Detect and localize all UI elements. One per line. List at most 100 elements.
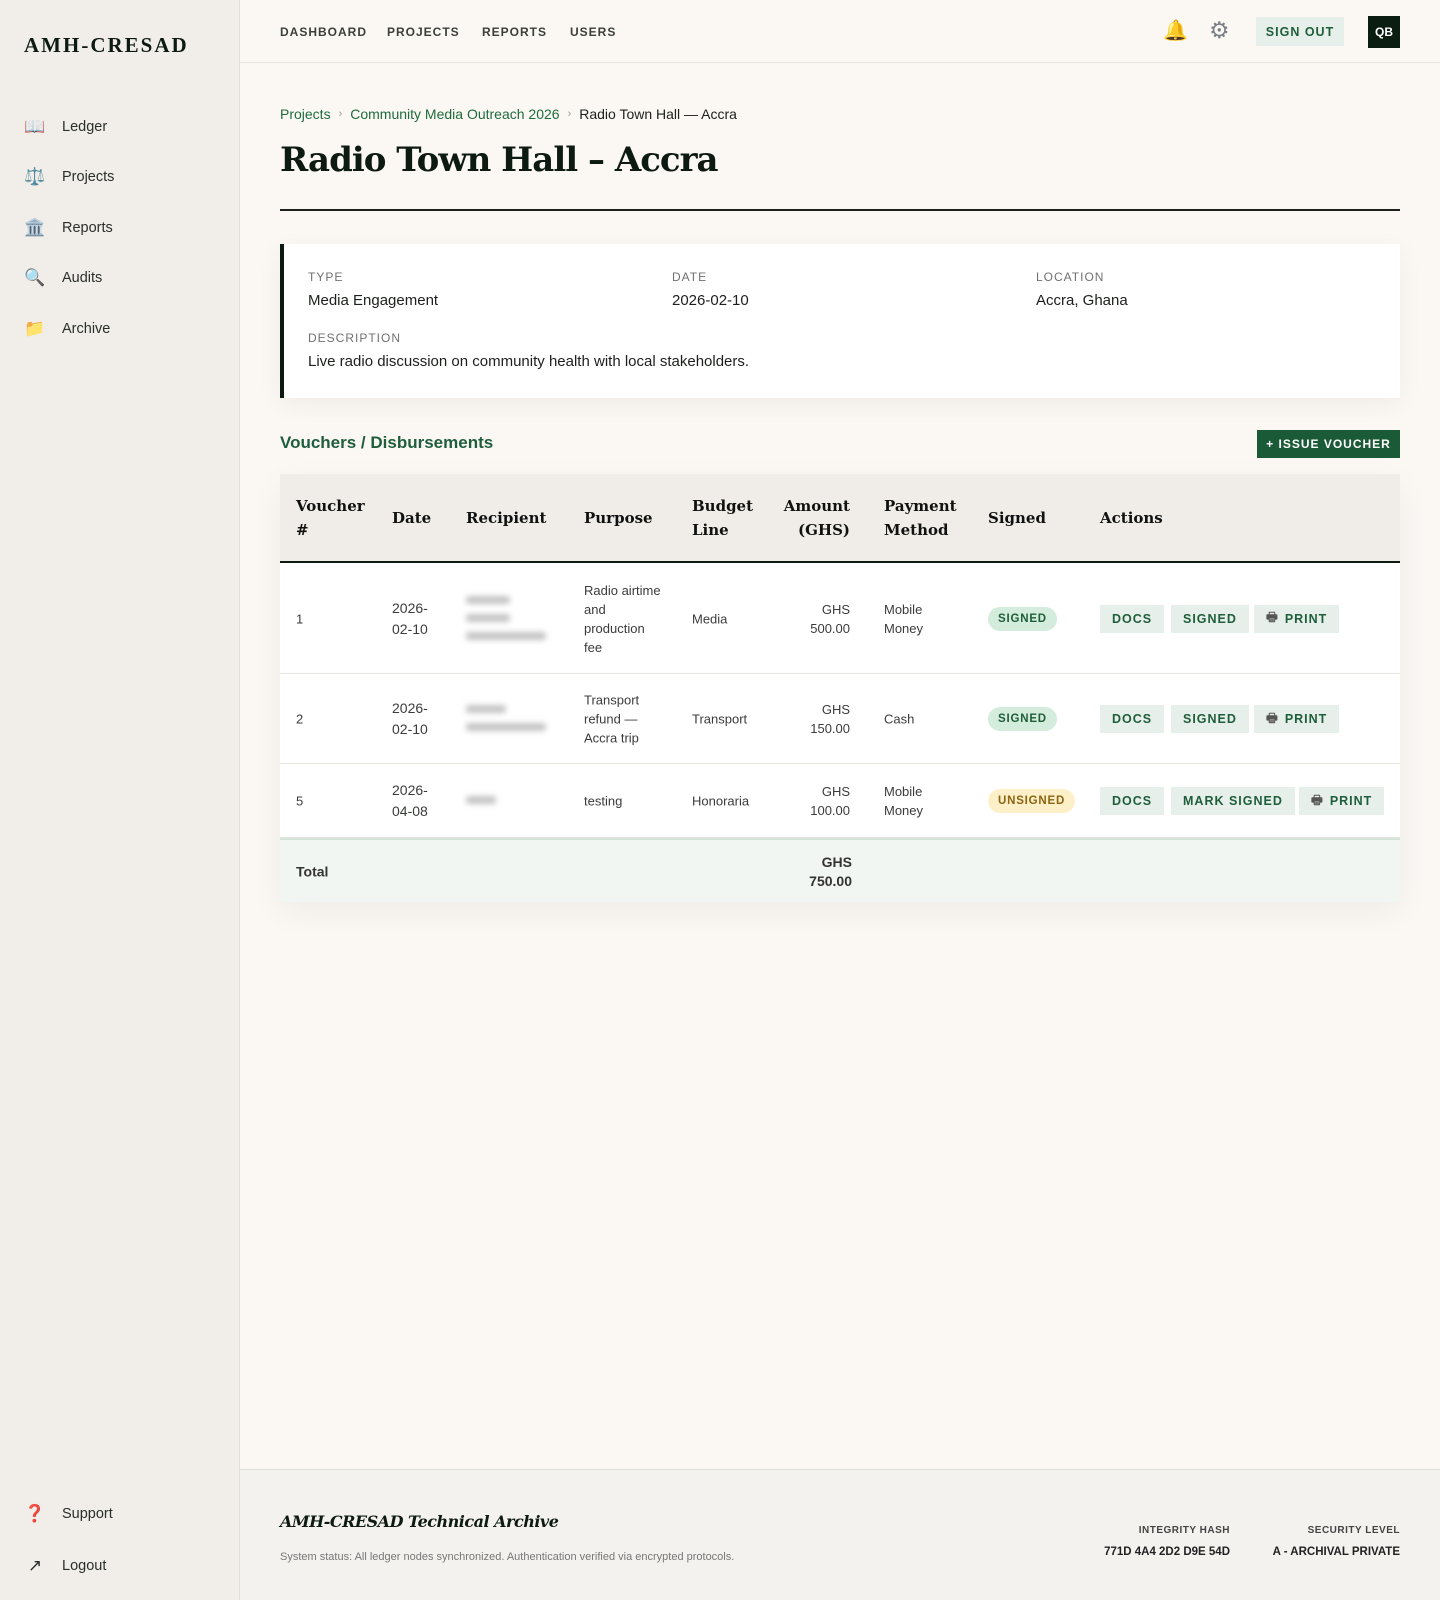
sidebar-item-label: Archive [62,321,111,337]
date-value: 2026-02-10 [672,292,749,309]
voucher-date: 2026-02-10 [392,700,428,737]
button-label: DOCS [1112,794,1153,808]
gear-icon[interactable]: ⚙ [1209,17,1230,43]
budget-line: Transport [692,711,748,727]
total-row: Total GHS 750.00 [280,838,1400,902]
sign-out-button[interactable]: SIGN OUT [1256,17,1344,46]
breadcrumb-projects[interactable]: Projects [280,106,331,122]
status-badge: UNSIGNED [988,789,1076,813]
sidebar-item-archive[interactable]: 📁 Archive [24,319,110,339]
print-button[interactable]: 🖶 PRINT [1299,787,1385,815]
voucher-date: 2026-02-10 [392,599,428,637]
issue-voucher-button[interactable]: + ISSUE VOUCHER [1257,430,1400,458]
print-button[interactable]: 🖶 PRINT [1254,604,1340,633]
security-level-label: SECURITY LEVEL [1307,1525,1400,1536]
system-status: System status: All ledger nodes synchron… [280,1551,735,1563]
payment-method: Cash [884,711,915,727]
docs-button[interactable]: DOCS [1100,787,1165,815]
magnifier-icon: 🔍 [24,268,46,287]
sidebar-item-label: Projects [62,169,115,185]
breadcrumb-current: Radio Town Hall — Accra [579,106,737,122]
nav-reports[interactable]: REPORTS [482,25,548,39]
details-card: TYPE Media Engagement DATE 2026-02-10 LO… [280,244,1400,398]
breadcrumb-project[interactable]: Community Media Outreach 2026 [350,106,560,122]
button-label: PRINT [1284,611,1328,626]
folder-icon: 📁 [24,319,46,338]
sidebar-item-label: Logout [62,1558,107,1574]
voucher-purpose: testing [584,793,623,809]
voucher-purpose: Radio airtime and production fee [584,582,661,655]
scales-icon: ⚖️ [24,167,46,186]
button-label: DOCS [1112,712,1153,726]
nav-users[interactable]: USERS [570,25,617,39]
sidebar-item-ledger[interactable]: 📖 Ledger [24,117,107,137]
type-value: Media Engagement [308,292,439,309]
date-label: DATE [672,270,708,284]
voucher-amount: GHS 150.00 [810,702,850,736]
footer: AMH-CRESAD Technical Archive System stat… [240,1469,1440,1600]
redacted-recipient [466,613,510,622]
breadcrumb: Projects › Community Media Outreach 2026 ›… [280,106,737,122]
page-title: Radio Town Hall – Accra [280,140,719,180]
column-header: Budget Line [692,497,754,539]
logo: AMH-CRESAD [24,33,189,57]
table-header: Voucher # Date Recipient Purpose Budget Line… [280,474,1400,563]
table-row: 1 2026-02-10 Radio airtime and productio… [280,563,1400,674]
sidebar-item-logout[interactable]: ↗ Logout [24,1556,106,1576]
button-label: SIGNED [1183,712,1237,726]
mark-signed-button[interactable]: MARK SIGNED [1171,787,1295,815]
logout-icon: ↗ [27,1556,43,1575]
type-label: TYPE [308,270,344,284]
docs-button[interactable]: DOCS [1100,604,1165,633]
voucher-number: 2 [296,711,304,727]
integrity-hash-label: INTEGRITY HASH [1138,1525,1230,1536]
sidebar-item-label: Ledger [62,119,108,135]
sidebar-item-projects[interactable]: ⚖️ Projects [24,167,114,187]
divider [280,209,1400,211]
total-label: Total [296,863,329,880]
docs-button[interactable]: DOCS [1100,705,1165,733]
question-icon: ❓ [24,1504,46,1523]
sidebar-item-label: Support [62,1506,113,1522]
top-nav: DASHBOARD PROJECTS REPORTS USERS [240,0,1440,63]
redacted-recipient [466,631,546,640]
voucher-date: 2026-04-08 [392,782,428,819]
bell-icon[interactable]: 🔔 [1163,20,1188,42]
button-label: PRINT [1329,794,1373,808]
payment-method: Mobile Money [884,601,924,636]
budget-line: Honoraria [692,793,750,809]
sidebar-item-audits[interactable]: 🔍 Audits [24,268,102,288]
column-header: Voucher # [296,497,365,539]
sidebar-item-reports[interactable]: 🏛️ Reports [24,218,113,238]
chevron-right-icon: › [338,108,343,120]
section-title: Vouchers / Disbursements [280,433,494,452]
button-label: PRINT [1284,712,1328,726]
description-label: DESCRIPTION [308,331,402,345]
column-header: Payment Method [884,497,957,539]
redacted-recipient [466,796,496,804]
signed-button[interactable]: SIGNED [1171,705,1249,733]
printer-icon: 🖶 [1266,710,1279,725]
column-header: Amount (GHS) [783,497,850,539]
sidebar-item-support[interactable]: ❓ Support [24,1504,113,1524]
nav-dashboard[interactable]: DASHBOARD [280,25,367,39]
button-label: DOCS [1112,611,1153,626]
total-amount: GHS 750.00 [809,854,852,889]
redacted-recipient [466,595,510,604]
status-badge: SIGNED [988,707,1057,731]
redacted-recipient [466,723,546,731]
avatar[interactable]: QB [1368,16,1400,48]
description-value: Live radio discussion on community healt… [308,353,750,370]
printer-icon: 🖶 [1311,792,1324,807]
chevron-right-icon: › [567,108,572,120]
footer-title: AMH-CRESAD Technical Archive [280,1512,559,1531]
bank-icon: 🏛️ [24,218,46,237]
security-level: A - ARCHIVAL PRIVATE [1272,1546,1400,1558]
nav-projects[interactable]: PROJECTS [387,25,460,39]
sidebar-item-label: Reports [62,220,113,236]
print-button[interactable]: 🖶 PRINT [1254,705,1340,733]
redacted-recipient [466,705,506,713]
table-row: 5 2026-04-08 testing Honoraria GHS 100.0… [280,764,1400,838]
signed-button[interactable]: SIGNED [1171,604,1249,633]
voucher-amount: GHS 500.00 [810,601,850,636]
